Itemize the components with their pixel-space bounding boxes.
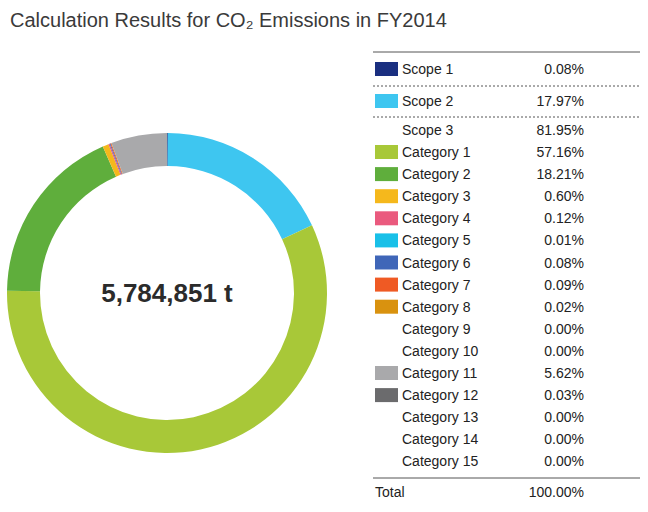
svg-text:Category 8: Category 8 xyxy=(402,299,471,315)
svg-text:17.97%: 17.97% xyxy=(537,93,584,109)
svg-text:Scope 3: Scope 3 xyxy=(402,122,454,138)
svg-text:81.95%: 81.95% xyxy=(537,122,584,138)
svg-text:0.08%: 0.08% xyxy=(544,61,584,77)
svg-text:Total: Total xyxy=(375,484,405,500)
svg-text:0.02%: 0.02% xyxy=(544,299,584,315)
svg-text:0.00%: 0.00% xyxy=(544,343,584,359)
svg-text:5.62%: 5.62% xyxy=(544,365,584,381)
svg-text:Calculation Results for CO₂ Em: Calculation Results for CO₂ Emissions in… xyxy=(10,9,447,31)
svg-text:5,784,851 t: 5,784,851 t xyxy=(101,278,233,308)
svg-text:Category 15: Category 15 xyxy=(402,453,478,469)
svg-text:57.16%: 57.16% xyxy=(537,144,584,160)
svg-text:0.12%: 0.12% xyxy=(544,210,584,226)
svg-text:Category 4: Category 4 xyxy=(402,210,471,226)
svg-text:Scope 2: Scope 2 xyxy=(402,93,454,109)
svg-text:Category 1: Category 1 xyxy=(402,144,471,160)
svg-text:Category 10: Category 10 xyxy=(402,343,478,359)
svg-text:Category 13: Category 13 xyxy=(402,409,478,425)
svg-text:Category 14: Category 14 xyxy=(402,431,478,447)
svg-text:Category 3: Category 3 xyxy=(402,188,471,204)
svg-text:0.60%: 0.60% xyxy=(544,188,584,204)
svg-text:Category 7: Category 7 xyxy=(402,277,471,293)
svg-text:18.21%: 18.21% xyxy=(537,166,584,182)
svg-text:0.00%: 0.00% xyxy=(544,409,584,425)
svg-text:Category 12: Category 12 xyxy=(402,387,478,403)
svg-text:Category 5: Category 5 xyxy=(402,232,471,248)
svg-text:0.03%: 0.03% xyxy=(544,387,584,403)
svg-text:Scope 1: Scope 1 xyxy=(402,61,454,77)
svg-text:0.00%: 0.00% xyxy=(544,431,584,447)
svg-text:0.01%: 0.01% xyxy=(544,232,584,248)
svg-text:0.09%: 0.09% xyxy=(544,277,584,293)
svg-text:100.00%: 100.00% xyxy=(529,484,584,500)
svg-text:0.08%: 0.08% xyxy=(544,255,584,271)
svg-text:Category 6: Category 6 xyxy=(402,255,471,271)
svg-text:Category 9: Category 9 xyxy=(402,321,471,337)
svg-text:Category 2: Category 2 xyxy=(402,166,471,182)
svg-text:0.00%: 0.00% xyxy=(544,453,584,469)
svg-text:Category 11: Category 11 xyxy=(402,365,477,381)
svg-text:0.00%: 0.00% xyxy=(544,321,584,337)
